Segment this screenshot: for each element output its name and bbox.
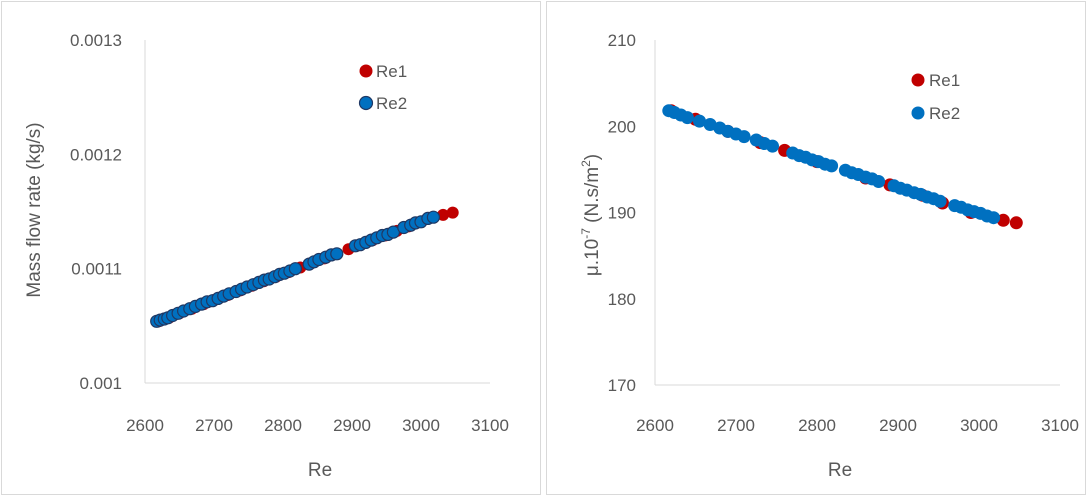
x-tick-label: 2800 (798, 416, 836, 435)
x-tick-label: 3000 (402, 416, 440, 435)
data-point-re2 (737, 130, 751, 144)
legend: Re1 Re2 (358, 62, 407, 113)
data-point-re2 (825, 159, 839, 173)
data-point-re1 (1009, 216, 1023, 230)
x-tick-label: 3000 (960, 416, 998, 435)
data-point-re2 (933, 194, 947, 208)
chart-panel-viscosity: 170 180 190 200 210 2600 2700 2800 2900 … (546, 1, 1086, 495)
x-axis-title: Re (308, 460, 332, 481)
y-axis-title-part: ) (582, 154, 603, 160)
legend-label-re2: Re2 (376, 94, 407, 113)
data-point-re1 (437, 208, 450, 221)
data-point-re2 (680, 111, 694, 125)
data-point-re2 (987, 211, 1001, 225)
legend-marker-re2 (911, 106, 925, 120)
y-axis-title-part: μ.10 (582, 239, 603, 276)
chart-frame (546, 1, 1086, 495)
data-point-re1 (446, 206, 459, 219)
y-axis-title: Mass flow rate (kg/s) (24, 122, 45, 297)
x-tick-label: 2700 (717, 416, 755, 435)
x-tick-label: 2700 (195, 416, 233, 435)
y-axis-title-superscript: 2 (579, 160, 593, 167)
data-point-re2 (693, 114, 706, 128)
x-tick-label: 2900 (879, 416, 917, 435)
data-point-re2 (872, 175, 886, 188)
y-tick-label: 200 (608, 117, 636, 136)
legend-label-re1: Re1 (376, 62, 407, 81)
y-tick-label: 0.0011 (71, 260, 122, 279)
legend: Re1 Re2 (911, 71, 960, 123)
chart-panel-mass-flow: 0.001 0.0011 0.0012 0.0013 2600 2700 280… (1, 1, 541, 495)
scatter-points (150, 206, 459, 328)
y-tick-label: 210 (608, 31, 636, 50)
data-point-re2 (426, 210, 440, 224)
y-tick-label: 0.0013 (70, 31, 122, 50)
x-tick-label: 2800 (264, 416, 302, 435)
data-point-re2 (766, 139, 779, 153)
legend-marker-re2 (358, 95, 374, 111)
y-tick-label: 170 (608, 376, 636, 395)
scatter-points (662, 104, 1023, 230)
legend-marker-re1 (359, 64, 373, 78)
data-point-re2 (288, 262, 302, 276)
x-tick-label: 3100 (471, 416, 509, 435)
y-axis-title-superscript: -7 (579, 228, 593, 239)
chart-frame (1, 1, 541, 495)
x-axis-title: Re (828, 460, 852, 481)
x-tick-label: 2600 (126, 416, 164, 435)
y-tick-label: 0.001 (79, 374, 122, 393)
legend-marker-re1 (911, 73, 925, 87)
y-tick-label: 180 (608, 290, 636, 309)
x-tick-label: 2600 (636, 416, 674, 435)
x-tick-label: 3100 (1041, 416, 1079, 435)
data-point-re2 (330, 247, 344, 261)
y-tick-label: 190 (608, 204, 636, 223)
x-tick-label: 2900 (333, 416, 371, 435)
y-axis-title-part: (N.s/m (582, 167, 603, 228)
legend-label-re2: Re2 (929, 104, 960, 123)
y-axis-title: μ.10-7 (N.s/m2) (579, 154, 603, 276)
legend-label-re1: Re1 (929, 71, 960, 90)
y-tick-label: 0.0012 (70, 145, 122, 164)
